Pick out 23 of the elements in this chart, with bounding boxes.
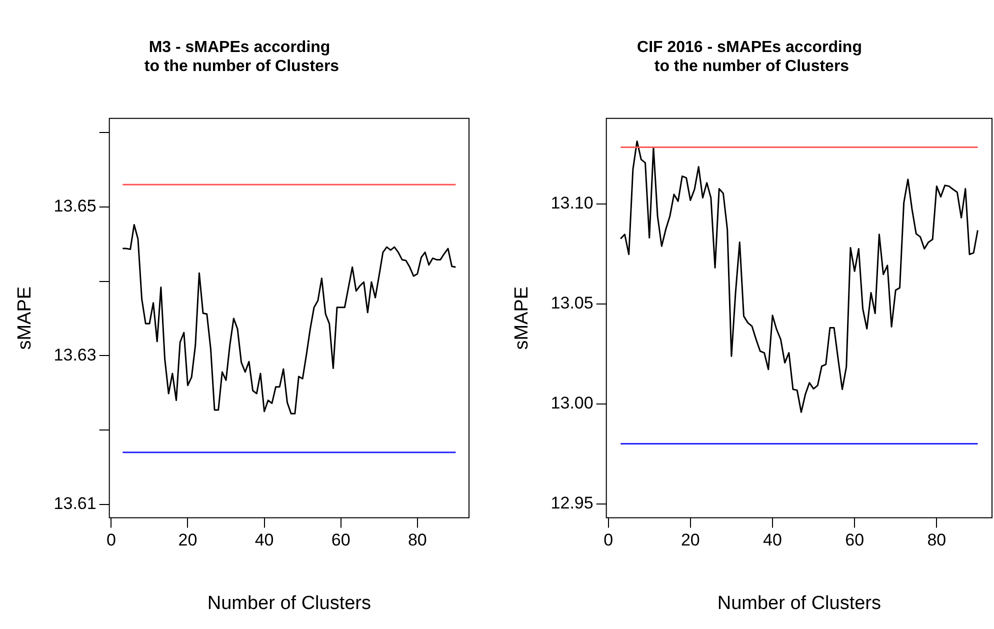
y-tick-label: 13.61 (54, 494, 96, 514)
y-axis-title: sMAPE (14, 286, 36, 350)
x-tick-label: 80 (927, 530, 946, 550)
y-axis-title: sMAPE (512, 286, 533, 350)
x-tick-label: 20 (680, 530, 700, 550)
x-tick-label: 0 (106, 530, 116, 550)
x-axis-title: Number of Clusters (207, 592, 372, 614)
x-tick-label: 40 (763, 530, 782, 550)
chart-title: M3 - sMAPEs according to the number of Clusters (140, 39, 340, 76)
x-axis-title: Number of Clusters (717, 592, 882, 614)
y-tick-label: 13.00 (550, 393, 594, 412)
x-tick-label: 20 (178, 530, 198, 550)
y-tick-label: 13.63 (54, 345, 96, 364)
y-tick-label: 13.65 (54, 196, 96, 216)
x-tick-label: 60 (845, 530, 864, 550)
y-tick-label: 13.05 (550, 293, 594, 312)
y-tick-label: 13.10 (550, 193, 594, 212)
x-tick-label: 60 (331, 530, 350, 550)
x-tick-label: 80 (408, 530, 427, 550)
chart-title: CIF 2016 - sMAPEs according to the number of Clusters (637, 39, 862, 76)
x-tick-label: 0 (604, 530, 614, 550)
y-tick-label: 12.95 (550, 493, 594, 512)
x-tick-label: 40 (254, 530, 274, 550)
